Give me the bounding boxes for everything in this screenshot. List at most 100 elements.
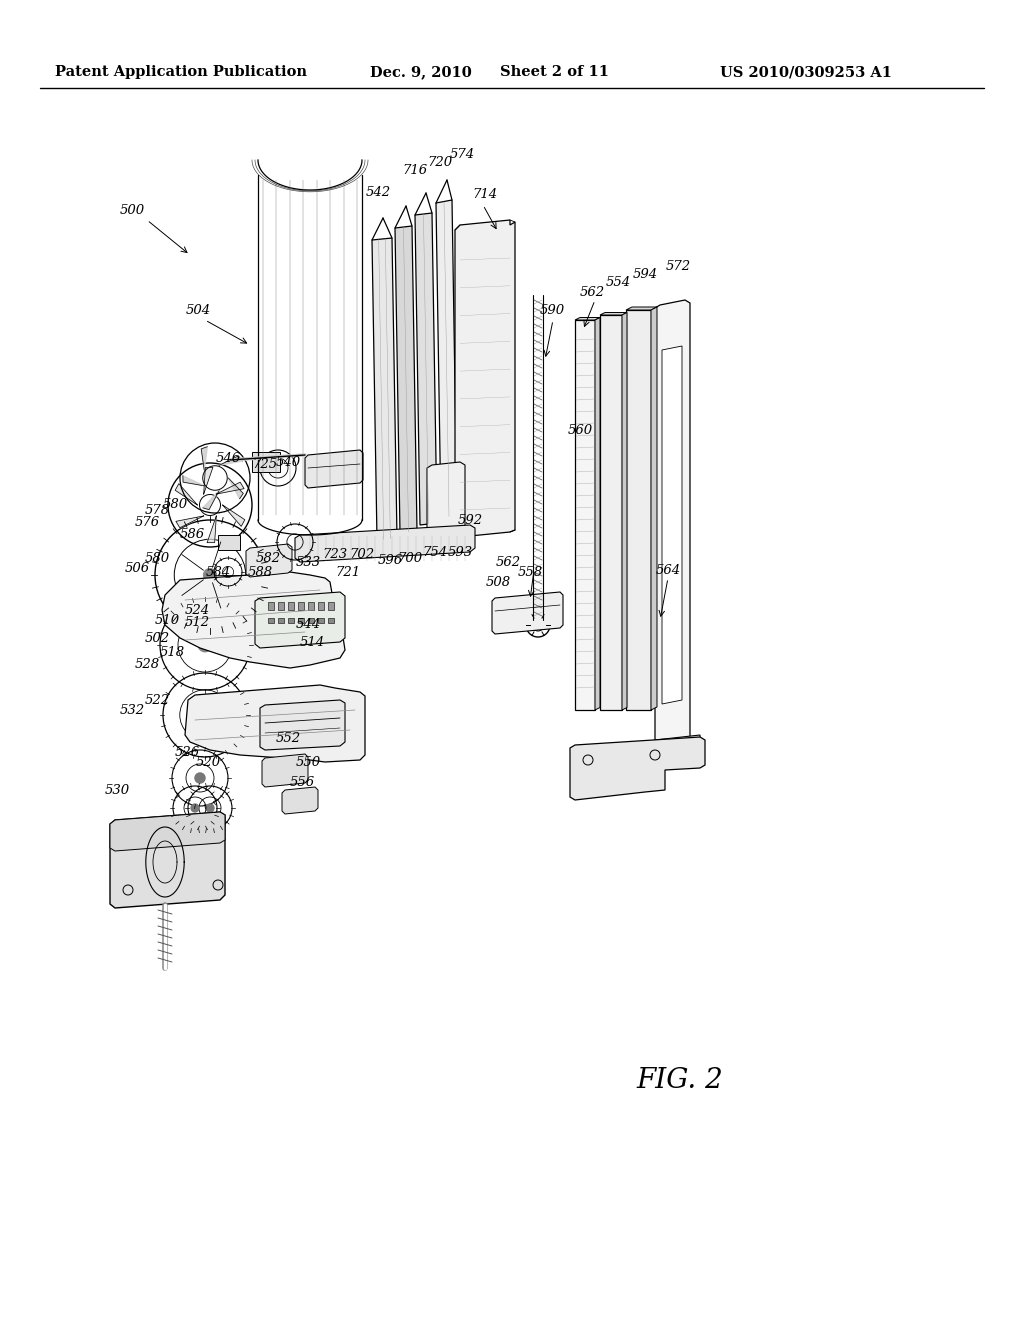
Polygon shape xyxy=(176,516,204,528)
Polygon shape xyxy=(662,346,682,704)
Text: 714: 714 xyxy=(472,189,498,202)
Text: 546: 546 xyxy=(215,451,241,465)
Circle shape xyxy=(191,804,199,812)
Text: 552: 552 xyxy=(275,731,301,744)
Bar xyxy=(298,602,304,610)
Bar xyxy=(308,618,314,623)
Text: 504: 504 xyxy=(185,304,211,317)
Text: Dec. 9, 2010: Dec. 9, 2010 xyxy=(370,65,472,79)
Polygon shape xyxy=(595,318,600,710)
Text: 524: 524 xyxy=(184,603,210,616)
Polygon shape xyxy=(255,591,345,648)
Text: 558: 558 xyxy=(517,565,543,578)
Polygon shape xyxy=(427,462,465,543)
Text: 560: 560 xyxy=(567,424,593,437)
Polygon shape xyxy=(575,319,595,710)
Polygon shape xyxy=(246,544,292,577)
Polygon shape xyxy=(262,754,308,787)
Text: 510: 510 xyxy=(155,614,179,627)
Text: 554: 554 xyxy=(605,276,631,289)
Text: 578: 578 xyxy=(144,503,170,516)
Text: Patent Application Publication: Patent Application Publication xyxy=(55,65,307,79)
Polygon shape xyxy=(219,455,243,466)
Text: 550: 550 xyxy=(296,755,321,768)
Text: 514: 514 xyxy=(299,635,325,648)
Text: 754: 754 xyxy=(423,546,447,560)
Polygon shape xyxy=(175,483,198,506)
Polygon shape xyxy=(207,516,216,543)
Text: 572: 572 xyxy=(666,260,690,273)
Bar xyxy=(318,602,324,610)
Polygon shape xyxy=(185,685,365,762)
Polygon shape xyxy=(282,787,318,814)
Bar xyxy=(298,618,304,623)
Polygon shape xyxy=(204,467,213,494)
Text: 590: 590 xyxy=(540,304,564,317)
Text: 500: 500 xyxy=(120,203,144,216)
Polygon shape xyxy=(162,572,345,668)
Bar xyxy=(268,618,274,623)
Bar xyxy=(288,618,294,623)
Text: 725: 725 xyxy=(253,458,278,471)
Text: 576: 576 xyxy=(134,516,160,529)
Circle shape xyxy=(195,774,205,783)
Text: 700: 700 xyxy=(397,552,423,565)
Text: 584: 584 xyxy=(206,565,230,578)
Polygon shape xyxy=(203,491,219,510)
Polygon shape xyxy=(575,318,600,319)
Polygon shape xyxy=(183,475,204,486)
Polygon shape xyxy=(622,313,627,710)
Bar xyxy=(328,618,334,623)
Polygon shape xyxy=(436,201,457,517)
Text: 593: 593 xyxy=(447,546,472,560)
Bar xyxy=(252,451,280,473)
Text: 562: 562 xyxy=(496,557,520,569)
Polygon shape xyxy=(655,300,690,750)
Polygon shape xyxy=(216,482,244,494)
Circle shape xyxy=(199,639,212,652)
Bar xyxy=(328,602,334,610)
Polygon shape xyxy=(651,308,657,710)
Text: 592: 592 xyxy=(458,513,482,527)
Text: 721: 721 xyxy=(336,565,360,578)
Bar xyxy=(288,602,294,610)
Circle shape xyxy=(199,709,211,721)
Polygon shape xyxy=(600,315,622,710)
Text: 702: 702 xyxy=(349,549,375,561)
Polygon shape xyxy=(626,308,657,310)
Text: 580: 580 xyxy=(163,499,187,511)
Text: Sheet 2 of 11: Sheet 2 of 11 xyxy=(500,65,609,79)
Polygon shape xyxy=(372,238,397,540)
Polygon shape xyxy=(260,700,345,750)
Polygon shape xyxy=(415,213,437,525)
Text: 596: 596 xyxy=(378,553,402,566)
Polygon shape xyxy=(395,226,417,533)
Text: 518: 518 xyxy=(160,647,184,660)
Circle shape xyxy=(206,804,214,812)
Polygon shape xyxy=(201,446,207,470)
Text: 533: 533 xyxy=(296,556,321,569)
Polygon shape xyxy=(600,313,627,315)
Text: 508: 508 xyxy=(485,576,511,589)
Text: 542: 542 xyxy=(366,186,390,199)
Text: 544: 544 xyxy=(296,619,321,631)
Text: 530: 530 xyxy=(104,784,130,796)
Text: 520: 520 xyxy=(196,755,220,768)
Polygon shape xyxy=(110,812,225,851)
Text: 586: 586 xyxy=(179,528,205,541)
Bar xyxy=(318,618,324,623)
Text: 564: 564 xyxy=(655,564,681,577)
Bar xyxy=(218,535,240,550)
Text: US 2010/0309253 A1: US 2010/0309253 A1 xyxy=(720,65,892,79)
Text: 588: 588 xyxy=(248,565,272,578)
Text: 532: 532 xyxy=(120,704,144,717)
Bar xyxy=(278,618,284,623)
Polygon shape xyxy=(455,220,515,537)
Polygon shape xyxy=(626,310,651,710)
Bar xyxy=(308,602,314,610)
Text: 716: 716 xyxy=(402,164,428,177)
Text: 512: 512 xyxy=(184,615,210,628)
Polygon shape xyxy=(305,450,362,488)
Text: 582: 582 xyxy=(255,552,281,565)
Text: 528: 528 xyxy=(134,659,160,672)
